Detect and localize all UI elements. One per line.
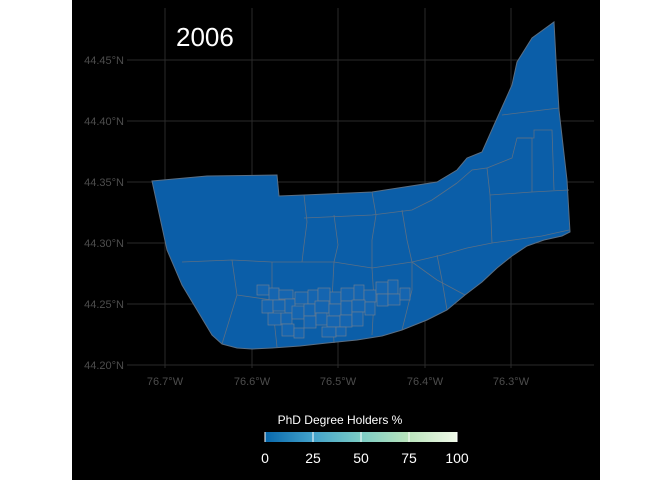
y-tick-label: 44.25°N <box>84 299 124 311</box>
legend-tick-label: 50 <box>353 450 369 466</box>
county-region <box>151 21 571 350</box>
x-tick-label: 76.3°W <box>493 376 530 388</box>
subdivision-borders <box>181 107 570 348</box>
x-axis: 76.7°W 76.6°W 76.5°W 76.4°W 76.3°W <box>147 376 530 388</box>
map-panel: 2006 44.45°N 44.40°N 44.35°N 44.30°N 44.… <box>72 0 600 480</box>
x-tick-label: 76.7°W <box>147 376 184 388</box>
y-tick-label: 44.35°N <box>84 177 124 189</box>
map-title: 2006 <box>176 22 234 52</box>
y-axis: 44.45°N 44.40°N 44.35°N 44.30°N 44.25°N … <box>84 55 124 372</box>
legend-tick-label: 75 <box>401 450 417 466</box>
y-tick-label: 44.30°N <box>84 238 124 250</box>
x-tick-label: 76.6°W <box>234 376 271 388</box>
legend-tick-label: 0 <box>261 450 269 466</box>
color-legend: PhD Degree Holders % 0 25 50 75 100 <box>261 413 469 466</box>
urban-cluster <box>256 279 411 339</box>
x-tick-label: 76.5°W <box>320 376 357 388</box>
legend-tick-label: 100 <box>445 450 469 466</box>
y-tick-label: 44.20°N <box>84 360 124 372</box>
legend-tick-marks <box>264 432 458 442</box>
x-tick-label: 76.4°W <box>407 376 444 388</box>
y-tick-label: 44.45°N <box>84 55 124 67</box>
legend-tick-label: 25 <box>305 450 321 466</box>
y-tick-label: 44.40°N <box>84 116 124 128</box>
choropleth-map: 2006 44.45°N 44.40°N 44.35°N 44.30°N 44.… <box>84 8 594 466</box>
legend-title: PhD Degree Holders % <box>278 413 403 427</box>
